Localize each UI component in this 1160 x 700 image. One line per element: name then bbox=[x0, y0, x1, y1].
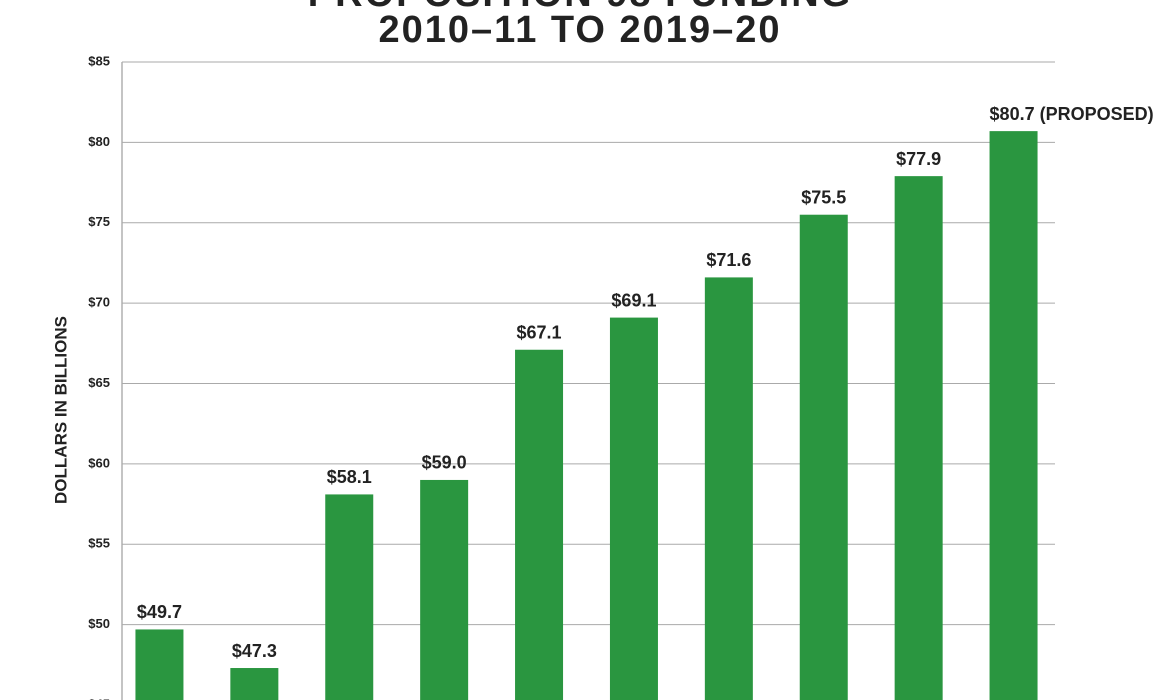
bar bbox=[799, 214, 848, 700]
y-tick-label: $65 bbox=[88, 375, 110, 390]
value-label: $47.3 bbox=[232, 641, 277, 661]
chart-subtitle: 2010–11 TO 2019–20 bbox=[379, 9, 782, 51]
y-tick-label: $55 bbox=[88, 536, 110, 551]
value-label: $59.0 bbox=[422, 453, 467, 473]
bar bbox=[135, 629, 184, 700]
value-label: $77.9 bbox=[896, 149, 941, 169]
y-tick-label: $85 bbox=[88, 53, 110, 68]
bar bbox=[325, 494, 374, 700]
bar bbox=[609, 317, 658, 700]
value-label: $75.5 bbox=[801, 187, 846, 207]
value-label: $80.7 (PROPOSED) bbox=[990, 104, 1154, 124]
bar bbox=[420, 479, 469, 700]
value-label: $71.6 bbox=[706, 250, 751, 270]
bar bbox=[515, 349, 564, 700]
y-tick-label: $75 bbox=[88, 214, 110, 229]
y-tick-label: $80 bbox=[88, 134, 110, 149]
value-label: $49.7 bbox=[137, 602, 182, 622]
y-tick-label: $45 bbox=[88, 696, 110, 700]
bar bbox=[230, 668, 279, 700]
value-label: $58.1 bbox=[327, 467, 372, 487]
y-tick-label: $50 bbox=[88, 616, 110, 631]
bar bbox=[894, 176, 943, 700]
y-tick-label: $70 bbox=[88, 295, 110, 310]
chart-title: PROPOSITION 98 FUNDING bbox=[308, 0, 852, 15]
bar bbox=[989, 131, 1038, 700]
y-tick-label: $60 bbox=[88, 455, 110, 470]
value-label: $67.1 bbox=[517, 322, 562, 342]
value-label: $69.1 bbox=[611, 290, 656, 310]
bar bbox=[704, 277, 753, 700]
y-axis-label: DOLLARS IN BILLIONS bbox=[51, 316, 70, 504]
